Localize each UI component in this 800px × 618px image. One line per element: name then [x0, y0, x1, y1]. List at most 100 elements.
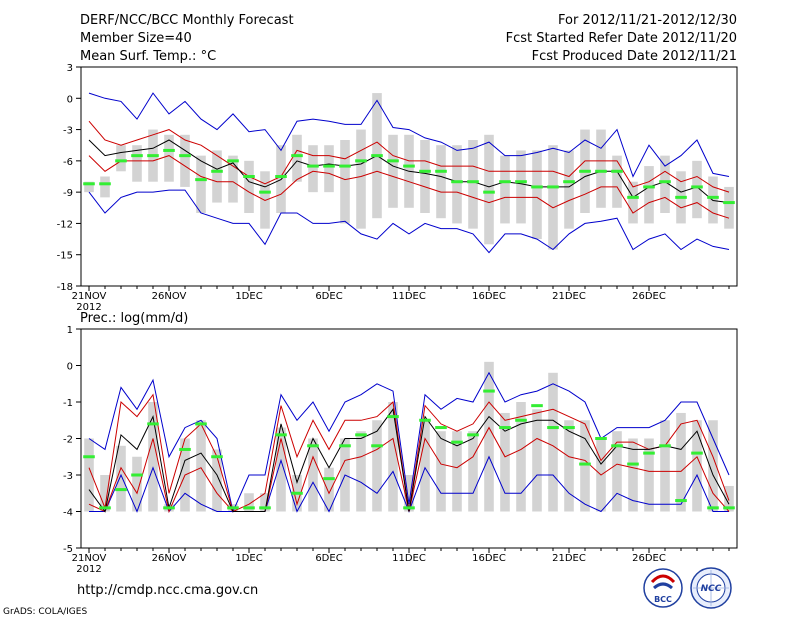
spread-box: [340, 140, 350, 224]
spread-box: [692, 420, 702, 512]
spread-box: [180, 134, 190, 187]
spread-box: [308, 145, 318, 193]
x-tick-label: 11DEC: [392, 291, 426, 302]
spread-box: [100, 475, 110, 512]
spread-box: [628, 181, 638, 224]
y-tick-label: -5: [63, 544, 73, 555]
upper-line: [88, 120, 730, 193]
x-tick-label: 1DEC: [235, 291, 262, 302]
spread-box: [260, 493, 270, 512]
x-tick-label: 26NOV: [152, 291, 187, 302]
spread-box: [404, 475, 414, 512]
spread-box: [356, 431, 366, 512]
spread-box: [532, 409, 542, 512]
spread-box: [196, 155, 206, 213]
y-tick-label: 3: [67, 63, 73, 74]
x-tick-sublabel: 2012: [76, 564, 101, 575]
forecast-produced-date: Fcst Produced Date 2012/11/21: [532, 49, 737, 64]
x-tick-label: 21NOV: [72, 553, 107, 564]
spread-box: [292, 134, 302, 182]
spread-box: [212, 449, 222, 512]
x-tick-label: 26DEC: [632, 291, 666, 302]
spread-box: [228, 155, 238, 203]
spread-box: [324, 145, 334, 193]
x-tick-label: 26DEC: [632, 553, 666, 564]
chart-title: DERF/NCC/BCC Monthly Forecast: [80, 13, 294, 28]
spread-box: [660, 420, 670, 512]
x-tick-label: 6DEC: [315, 291, 342, 302]
y-tick-label: -3: [63, 126, 73, 137]
variable2-label: Prec.: log(mm/d): [80, 311, 188, 326]
spread-box: [612, 155, 622, 208]
mean-line: [88, 139, 730, 204]
spread-box: [660, 155, 670, 213]
x-tick-label: 6DEC: [315, 553, 342, 564]
spread-box: [644, 438, 654, 512]
spread-box: [548, 372, 558, 512]
y-tick-label: -9: [63, 188, 73, 199]
forecast-started-date: Fcst Started Refer Date 2012/11/20: [506, 31, 737, 46]
y-tick-label: -1: [63, 398, 73, 409]
spread-box: [580, 420, 590, 512]
y-tick-label: 1: [67, 325, 73, 336]
spread-box: [596, 129, 606, 208]
ncc-logo-text: NCC: [701, 584, 722, 594]
member-size-label: Member Size=40: [80, 31, 192, 46]
spread-box: [548, 145, 558, 250]
grads-credit: GrADS: COLA/IGES: [3, 607, 87, 617]
y-tick-label: -12: [57, 219, 73, 230]
spread-box: [212, 150, 222, 203]
x-tick-label: 1DEC: [235, 553, 262, 564]
spread-box: [484, 134, 494, 245]
spread-box: [644, 166, 654, 224]
spread-box: [84, 438, 94, 512]
x-tick-label: 26NOV: [152, 553, 187, 564]
spread-box: [276, 427, 286, 512]
x-tick-label: 16DEC: [472, 291, 506, 302]
spread-box: [84, 181, 94, 193]
x-tick-label: 16DEC: [472, 553, 506, 564]
spread-box: [612, 431, 622, 512]
spread-box: [148, 402, 158, 512]
spread-box: [324, 467, 334, 512]
ncc-logo: NCC: [690, 567, 732, 609]
spread-box: [132, 145, 142, 182]
spread-box: [116, 145, 126, 172]
spread-box: [372, 420, 382, 512]
forecast-period: For 2012/11/21-2012/12/30: [558, 13, 737, 28]
spread-box: [516, 150, 526, 224]
max-line: [88, 92, 730, 178]
spread-box: [356, 129, 366, 229]
spread-box: [164, 134, 174, 182]
bcc-logo-text: BCC: [654, 595, 672, 604]
spread-box: [628, 438, 638, 512]
y-tick-label: -15: [57, 251, 73, 262]
spread-box: [564, 150, 574, 229]
source-url[interactable]: http://cmdp.ncc.cma.gov.cn: [77, 583, 258, 598]
spread-box: [708, 420, 718, 512]
spread-box: [724, 186, 734, 229]
spread-box: [500, 412, 510, 512]
spread-box: [100, 176, 110, 198]
spread-box: [532, 150, 542, 240]
x-tick-label: 21DEC: [552, 291, 586, 302]
spread-box: [564, 420, 574, 512]
spread-box: [500, 155, 510, 224]
spread-box: [436, 145, 446, 219]
y-tick-label: -18: [57, 282, 73, 293]
spread-box: [724, 485, 734, 512]
spread-box: [436, 431, 446, 512]
min-line: [88, 189, 730, 254]
spread-box: [692, 160, 702, 219]
y-tick-label: -6: [63, 157, 73, 168]
spread-box: [244, 493, 254, 512]
spread-box: [132, 456, 142, 512]
x-tick-label: 21NOV: [72, 291, 107, 302]
spread-box: [516, 402, 526, 512]
spread-box: [116, 445, 126, 512]
spread-box: [388, 134, 398, 208]
spread-box: [468, 140, 478, 229]
